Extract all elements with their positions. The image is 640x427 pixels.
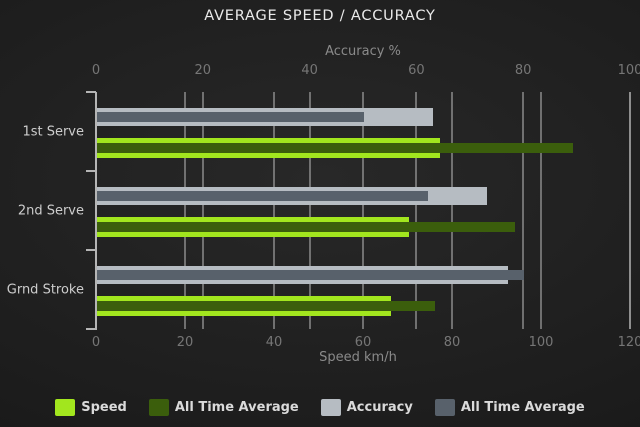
speed-all-time-average-bar: [97, 142, 574, 153]
legend-swatch: [148, 398, 169, 416]
category-label: 1st Serve: [22, 124, 84, 139]
legend-label: All Time Average: [460, 399, 585, 415]
legend-label: Accuracy: [346, 399, 413, 415]
legend-label: All Time Average: [174, 399, 299, 415]
chart-legend: Speed All Time Average Accuracy All Time Av…: [0, 396, 640, 418]
top-tick-label-80: 80: [514, 63, 532, 78]
accuracy-all-time-average-bar: [97, 269, 525, 280]
speed-all-time-average-bar: [97, 300, 436, 311]
legend-label: Speed: [81, 399, 127, 415]
bottom-gridline-60: [362, 92, 364, 329]
legend-swatch: [434, 398, 455, 416]
bottom-gridline-80: [451, 92, 453, 329]
top-tick-label-20: 20: [194, 63, 212, 78]
top-gridline-40: [308, 92, 311, 329]
bottom-tick-label-0: 0: [91, 335, 101, 350]
category-label: Grnd Stroke: [6, 282, 84, 297]
top-gridline-20: [201, 92, 204, 329]
legend-item: All Time Average: [148, 398, 299, 416]
category-boundary-tick: [86, 170, 96, 172]
bottom-gridline-120: [629, 92, 631, 329]
bottom-tick-label-20: 20: [176, 335, 194, 350]
bottom-tick-label-100: 100: [528, 335, 554, 350]
legend-item: All Time Average: [434, 398, 585, 416]
y-axis-line: [95, 92, 97, 330]
chart-title: AVERAGE SPEED / ACCURACY: [204, 8, 436, 24]
top-axis-title: Accuracy %: [325, 44, 401, 59]
top-tick-label-40: 40: [301, 63, 318, 78]
bottom-gridline-40: [273, 92, 275, 329]
legend-swatch: [55, 398, 76, 416]
legend-swatch: [320, 398, 341, 416]
speed-all-time-average-bar: [97, 221, 516, 232]
bottom-tick-label-120: 120: [617, 335, 640, 350]
legend-item: Accuracy: [320, 398, 413, 416]
bottom-tick-label-40: 40: [265, 335, 283, 350]
legend-item: Speed: [55, 398, 127, 416]
accuracy-all-time-average-bar: [97, 111, 364, 122]
bottom-tick-label-80: 80: [443, 335, 461, 350]
bottom-gridline-20: [184, 92, 186, 329]
bottom-axis-title: Speed km/h: [319, 350, 397, 365]
bottom-gridline-100: [540, 92, 542, 329]
top-tick-label-60: 60: [408, 63, 425, 78]
accuracy-all-time-average-bar: [97, 190, 429, 201]
category-label: 2nd Serve: [17, 203, 84, 218]
top-tick-label-100: 100: [617, 63, 640, 78]
bottom-tick-label-60: 60: [354, 335, 372, 350]
category-boundary-tick: [86, 249, 96, 251]
category-boundary-tick: [86, 91, 96, 93]
top-tick-label-0: 0: [91, 63, 101, 78]
top-gridline-80: [522, 92, 525, 329]
top-gridline-60: [415, 92, 418, 329]
category-boundary-tick: [86, 328, 96, 330]
